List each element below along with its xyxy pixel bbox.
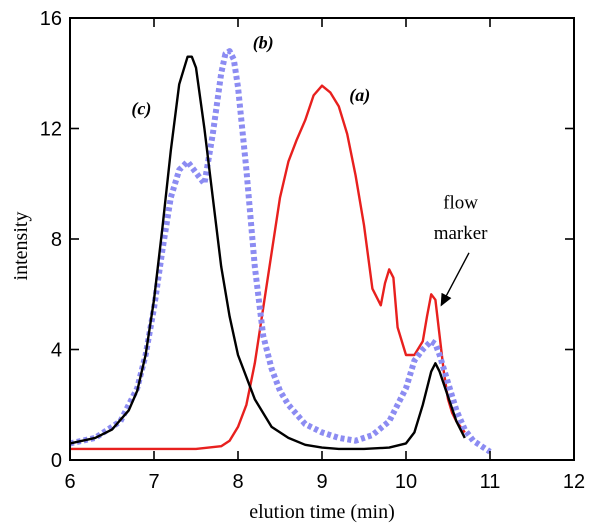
series-line-3 xyxy=(70,57,465,449)
series-label-1: (a) xyxy=(349,85,370,106)
annotations: flow marker xyxy=(434,193,488,306)
plot-frame xyxy=(70,18,574,460)
series-label-2: (b) xyxy=(253,32,274,53)
flow-marker-arrow xyxy=(441,253,469,305)
annotation-text: flow xyxy=(443,193,478,214)
x-tick-label: 10 xyxy=(395,471,417,493)
y-axis-title: intensity xyxy=(10,212,32,281)
x-axis-title: elution time (min) xyxy=(249,501,395,523)
plot-border xyxy=(70,18,574,460)
y-tick-label: 16 xyxy=(40,8,62,30)
y-tick-label: 4 xyxy=(51,340,62,362)
x-tick-label: 8 xyxy=(232,471,243,493)
plot-area: (a) (b) (c) xyxy=(70,32,490,451)
x-tick-label: 12 xyxy=(563,471,585,493)
x-tick-label: 11 xyxy=(480,471,501,493)
y-tick-label: 12 xyxy=(40,119,62,141)
y-tick-label: 8 xyxy=(51,229,62,251)
axis-ticks xyxy=(70,18,574,460)
x-tick-label: 9 xyxy=(316,471,327,493)
y-tick-label: 0 xyxy=(51,450,62,472)
x-tick-label: 7 xyxy=(148,471,159,493)
series-label-3: (c) xyxy=(131,99,151,120)
x-tick-label: 6 xyxy=(64,471,75,493)
annotation-text: marker xyxy=(434,223,488,244)
